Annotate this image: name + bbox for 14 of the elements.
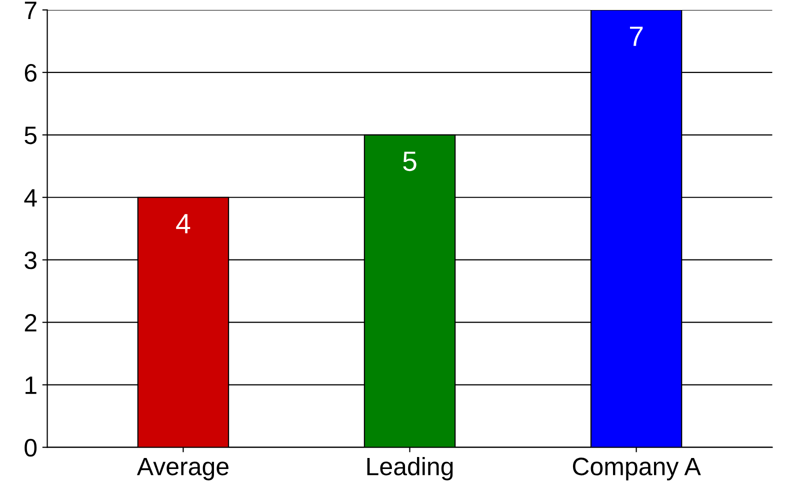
data-label: 7: [630, 26, 643, 46]
y-tick-label: 1: [26, 376, 36, 394]
y-tick-label: 0: [24, 438, 37, 457]
y-tick-label: 2: [24, 314, 36, 332]
data-label: 4: [176, 214, 190, 234]
y-tick-label: 7: [24, 2, 36, 19]
y-tick-label: 4: [24, 189, 37, 206]
y-tick-label: 3: [24, 251, 36, 270]
y-tick-label: 6: [24, 64, 36, 82]
data-label: 5: [403, 152, 416, 172]
y-tick-label: 5: [24, 126, 37, 144]
x-tick-label: Leading: [367, 457, 453, 480]
x-tick-label: Average: [136, 458, 228, 480]
x-tick-label: Company A: [572, 458, 701, 480]
